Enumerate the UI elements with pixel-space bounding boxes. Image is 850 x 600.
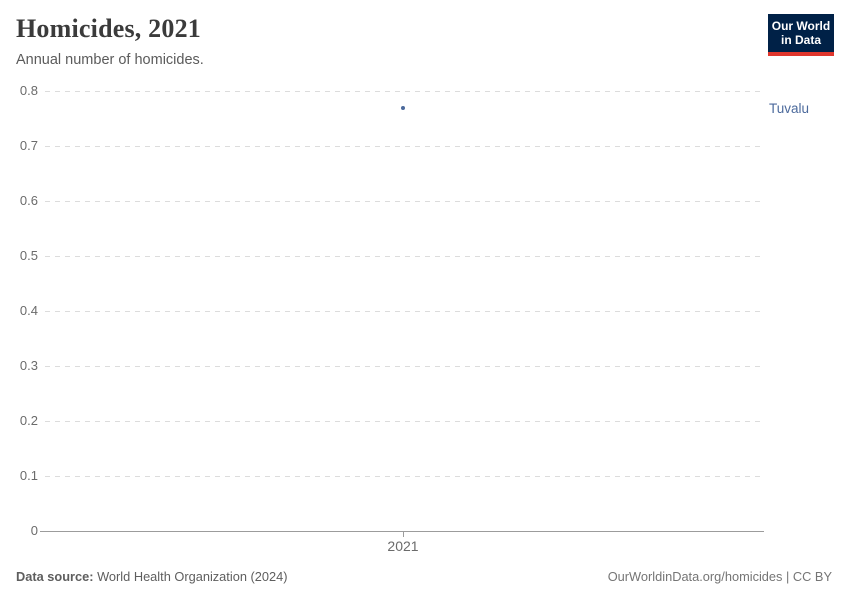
y-axis-tick-label: 0.5: [19, 248, 38, 263]
gridline: [45, 201, 764, 202]
gridline: [45, 91, 764, 92]
owid-logo[interactable]: Our World in Data: [768, 14, 834, 56]
data-source-label: Data source:: [16, 569, 94, 584]
y-axis-tick-label: 0: [30, 523, 38, 538]
y-axis-tick-label: 0.8: [19, 83, 38, 98]
y-axis-tick-label: 0.7: [19, 138, 38, 153]
owid-logo-line2: in Data: [780, 33, 821, 47]
y-axis-tick-label: 0.1: [19, 468, 38, 483]
owid-logo-line1: Our World: [771, 19, 831, 33]
x-axis-line: [40, 531, 764, 532]
data-source-text: World Health Organization (2024): [93, 569, 288, 584]
gridline: [45, 476, 764, 477]
gridline: [45, 146, 764, 147]
data-source-note: Data source: World Health Organization (…: [16, 569, 287, 584]
y-axis-tick-label: 0.4: [19, 303, 38, 318]
y-axis-tick-label: 0.3: [19, 358, 38, 373]
gridline: [45, 421, 764, 422]
gridline: [45, 311, 764, 312]
gridline: [45, 256, 764, 257]
x-axis-tick-label: 2021: [387, 538, 419, 554]
entity-label-tuvalu[interactable]: Tuvalu: [769, 100, 810, 116]
chart-title: Homicides, 2021: [16, 14, 201, 43]
chart-subtitle: Annual number of homicides.: [16, 52, 204, 68]
credit-link[interactable]: OurWorldinData.org/homicides | CC BY: [607, 569, 832, 584]
x-axis-tick-mark: [403, 532, 404, 537]
y-axis-tick-label: 0.6: [19, 193, 38, 208]
data-point-tuvalu[interactable]: [401, 105, 405, 110]
y-axis-tick-label: 0.2: [19, 413, 38, 428]
gridline: [45, 366, 764, 367]
